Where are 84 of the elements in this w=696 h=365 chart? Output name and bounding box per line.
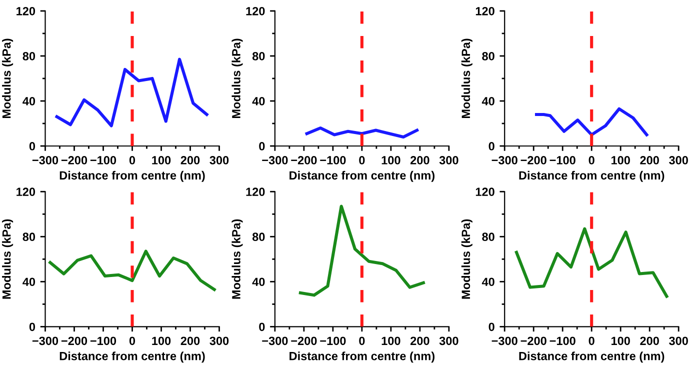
x-tick-label: −200 — [61, 336, 88, 346]
x-tick-label: −100 — [550, 156, 576, 164]
line-series — [305, 126, 419, 139]
x-tick-label: −300 — [492, 336, 518, 346]
x-tick-label: −200 — [291, 336, 317, 346]
x-tick-label: 0 — [129, 156, 136, 164]
x-tick-label: 200 — [180, 336, 200, 346]
y-axis-title: Modulus (kPa) — [461, 219, 472, 299]
x-tick-label: −100 — [320, 156, 346, 164]
x-tick-label: 200 — [640, 156, 659, 164]
x-tick-label: −100 — [320, 336, 346, 346]
x-tick-label: 100 — [152, 156, 171, 164]
line-series — [48, 250, 216, 292]
y-tick-label: 40 — [22, 278, 36, 286]
y-tick-label: 120 — [16, 6, 36, 16]
y-axis-title: Modulus (kPa) — [2, 219, 14, 299]
line-series — [298, 204, 425, 297]
y-tick-label: 40 — [482, 97, 494, 106]
x-tick-label: 0 — [359, 156, 365, 164]
line-series — [514, 227, 668, 298]
x-tick-label: 300 — [439, 336, 458, 346]
x-tick-label: −300 — [262, 336, 288, 346]
x-tick-label: 0 — [588, 156, 594, 164]
x-tick-label: 100 — [382, 336, 400, 346]
x-tick-label: 200 — [640, 336, 659, 346]
x-tick-label: 300 — [669, 336, 688, 346]
y-tick-label: 120 — [246, 6, 265, 16]
x-tick-label: −200 — [291, 156, 317, 164]
x-tick-label: −100 — [90, 336, 116, 346]
line-series — [55, 58, 208, 128]
x-tick-label: 300 — [669, 156, 688, 164]
y-axis-title: Modulus (kPa) — [2, 38, 14, 118]
x-tick-label: 200 — [410, 156, 430, 164]
x-tick-label: −300 — [32, 336, 58, 346]
y-tick-label: 120 — [476, 6, 494, 16]
x-tick-label: −200 — [520, 156, 546, 164]
y-tick-label: 40 — [22, 97, 36, 106]
x-tick-label: 300 — [210, 156, 229, 164]
y-tick-label: 80 — [22, 232, 36, 242]
x-tick-label: 0 — [359, 336, 365, 346]
y-tick-label: 80 — [22, 52, 36, 60]
x-tick-label: −100 — [90, 156, 116, 164]
x-axis-title: Distance from centre (nm) — [60, 352, 205, 363]
x-tick-label: 100 — [611, 336, 630, 346]
y-axis-title: Modulus (kPa) — [461, 38, 472, 118]
y-tick-label: 80 — [252, 52, 265, 60]
x-axis-title: Distance from centre (nm) — [519, 170, 664, 182]
y-tick-label: 0 — [259, 142, 265, 150]
y-tick-label: 120 — [16, 188, 36, 196]
x-tick-label: −200 — [520, 336, 546, 346]
x-axis-title: Distance from centre (nm) — [60, 170, 205, 182]
x-tick-label: 100 — [611, 156, 630, 164]
y-tick-label: 120 — [476, 188, 494, 196]
x-tick-label: −100 — [550, 336, 576, 346]
y-tick-label: 120 — [246, 188, 265, 196]
x-tick-label: 200 — [410, 336, 430, 346]
y-tick-label: 40 — [252, 278, 265, 286]
y-tick-label: 40 — [252, 97, 265, 106]
line-series — [534, 107, 648, 136]
y-tick-label: 0 — [488, 142, 494, 150]
x-axis-title: Distance from centre (nm) — [290, 170, 434, 182]
y-tick-label: 0 — [259, 322, 265, 332]
x-tick-label: −300 — [492, 156, 518, 164]
x-tick-label: 300 — [439, 156, 458, 164]
y-tick-label: 80 — [252, 232, 265, 242]
y-axis-title: Modulus (kPa) — [232, 38, 243, 118]
x-tick-label: 100 — [382, 156, 400, 164]
y-tick-label: 80 — [482, 52, 494, 60]
y-tick-label: 0 — [29, 142, 36, 150]
x-tick-label: 0 — [129, 336, 136, 346]
y-tick-label: 0 — [29, 322, 36, 332]
x-tick-label: 300 — [210, 336, 229, 346]
y-axis-title: Modulus (kPa) — [232, 219, 243, 299]
x-tick-label: −300 — [32, 156, 58, 164]
y-tick-label: 0 — [488, 322, 494, 332]
y-tick-label: 40 — [482, 278, 494, 286]
x-tick-label: 100 — [152, 336, 171, 346]
x-tick-label: 0 — [588, 336, 594, 346]
x-tick-label: −300 — [262, 156, 288, 164]
x-tick-label: −200 — [61, 156, 88, 164]
x-tick-label: 200 — [180, 156, 200, 164]
y-tick-label: 80 — [482, 232, 494, 242]
x-axis-title: Distance from centre (nm) — [519, 352, 664, 363]
x-axis-title: Distance from centre (nm) — [290, 352, 434, 363]
